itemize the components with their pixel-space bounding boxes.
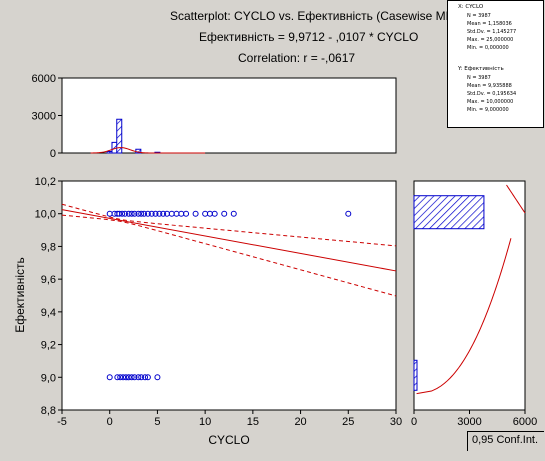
stats-x-line: N = 3987: [467, 13, 491, 19]
data-point: [148, 210, 155, 217]
x-histogram-bar: [116, 118, 123, 154]
stats-y-line: Mean = 9,935888: [467, 83, 512, 89]
data-point: [192, 210, 199, 217]
data-point: [138, 374, 145, 381]
confidence-band-line: [61, 203, 397, 247]
data-point: [131, 374, 138, 381]
y-tick-label: 10,0: [35, 209, 56, 221]
stats-x-header: X: CYCLO: [458, 4, 484, 10]
data-point: [154, 374, 161, 381]
stats-x-line: Std.Dv. = 1,145277: [467, 29, 517, 35]
stats-y-line: Max. = 10,000000: [467, 99, 514, 105]
data-point: [121, 210, 128, 217]
chart-title: Scatterplot: CYCLO vs. Ефективність (Cas…: [170, 9, 504, 23]
y-tick-label: 9,6: [41, 274, 56, 286]
x-tick-label: 5: [154, 416, 160, 428]
y-histogram-bar: [413, 195, 485, 230]
x-tick-label: 30: [390, 416, 402, 428]
y-histogram-normal-curve: [416, 238, 512, 395]
y-tick-label: 8,8: [41, 405, 56, 417]
data-point: [141, 210, 148, 217]
data-point: [117, 374, 124, 381]
x-tick-label: 20: [294, 416, 306, 428]
y-tick-label: 9,8: [41, 241, 56, 253]
data-point: [119, 210, 126, 217]
data-point: [116, 210, 123, 217]
correlation-label: Correlation: r = -,0617: [238, 51, 356, 65]
stats-x-line: Max. = 25,000000: [467, 37, 514, 43]
data-point: [144, 210, 151, 217]
legend-conf-int-label: 0,95 Conf.Int.: [472, 434, 539, 446]
data-point: [183, 210, 190, 217]
x-histogram-bar: [106, 151, 113, 154]
x-tick-label: -5: [57, 416, 67, 428]
data-point: [122, 374, 129, 381]
x-tick-label: 15: [247, 416, 259, 428]
data-point: [156, 210, 163, 217]
data-point: [211, 210, 218, 217]
x-tick-label: 25: [342, 416, 354, 428]
x-histogram-normal-curve: [90, 147, 206, 154]
stats-x-line: Min. = 0,000000: [467, 45, 509, 51]
confidence-band-line: [61, 214, 397, 297]
data-point: [128, 374, 135, 381]
data-point: [144, 374, 151, 381]
data-point: [160, 210, 167, 217]
data-point: [135, 210, 142, 217]
regression-line: [61, 209, 397, 272]
data-point: [131, 210, 138, 217]
data-point: [152, 210, 159, 217]
stats-y-line: N = 3987: [467, 75, 491, 81]
y-histogram-bar: [413, 359, 418, 391]
y-histogram-x-tick-label: 6000: [513, 416, 537, 428]
y-histogram-x-tick-label: 3000: [457, 416, 481, 428]
y-tick-label: 10,2: [35, 176, 56, 188]
stats-y-line: Min. = 9,000000: [467, 107, 509, 113]
x-histogram-frame: [61, 77, 397, 154]
x-tick-label: 10: [199, 416, 211, 428]
y-histogram-x-tick-label: 0: [411, 416, 417, 428]
data-point: [142, 374, 149, 381]
data-point: [135, 374, 142, 381]
x-tick-label: 0: [107, 416, 113, 428]
y-axis-label: Ефективність: [13, 257, 27, 333]
x-histogram-y-tick-label: 3000: [32, 111, 56, 123]
stats-y-header: Y: Ефективність: [458, 66, 504, 72]
data-point: [128, 210, 135, 217]
data-point: [125, 210, 132, 217]
data-point: [114, 374, 121, 381]
y-tick-label: 9,0: [41, 372, 56, 384]
x-axis-label: CYCLO: [208, 433, 249, 447]
data-point: [138, 210, 145, 217]
data-point: [125, 374, 132, 381]
data-point: [106, 374, 113, 381]
data-point: [221, 210, 228, 217]
stats-panel: X: CYCLO N = 3987 Mean = 1,158036 Std.Dv…: [447, 0, 544, 128]
data-point: [120, 374, 127, 381]
data-point: [345, 210, 352, 217]
data-point: [230, 210, 237, 217]
legend-conf-int: 0,95 Conf.Int.: [467, 431, 544, 451]
x-histogram-y-tick-label: 6000: [32, 73, 56, 85]
x-histogram-y-tick-label: 0: [50, 148, 56, 160]
stats-x-line: Mean = 1,158036: [467, 21, 512, 27]
regression-equation: Ефективність = 9,9712 - ,0107 * CYCLO: [199, 30, 419, 44]
y-tick-label: 9,2: [41, 340, 56, 352]
y-tick-label: 9,4: [41, 307, 56, 319]
stats-y-line: Std.Dv. = 0,195634: [467, 91, 517, 97]
y-histogram-normal-curve-upper: [506, 184, 526, 214]
